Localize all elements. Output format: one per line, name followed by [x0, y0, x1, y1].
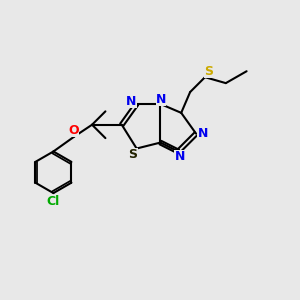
Text: S: S [129, 148, 138, 161]
Text: N: N [175, 150, 185, 163]
Text: N: N [156, 93, 166, 106]
Text: S: S [204, 65, 213, 78]
Text: O: O [68, 124, 79, 137]
Text: Cl: Cl [46, 195, 59, 208]
Text: N: N [126, 95, 136, 108]
Text: N: N [197, 127, 208, 140]
